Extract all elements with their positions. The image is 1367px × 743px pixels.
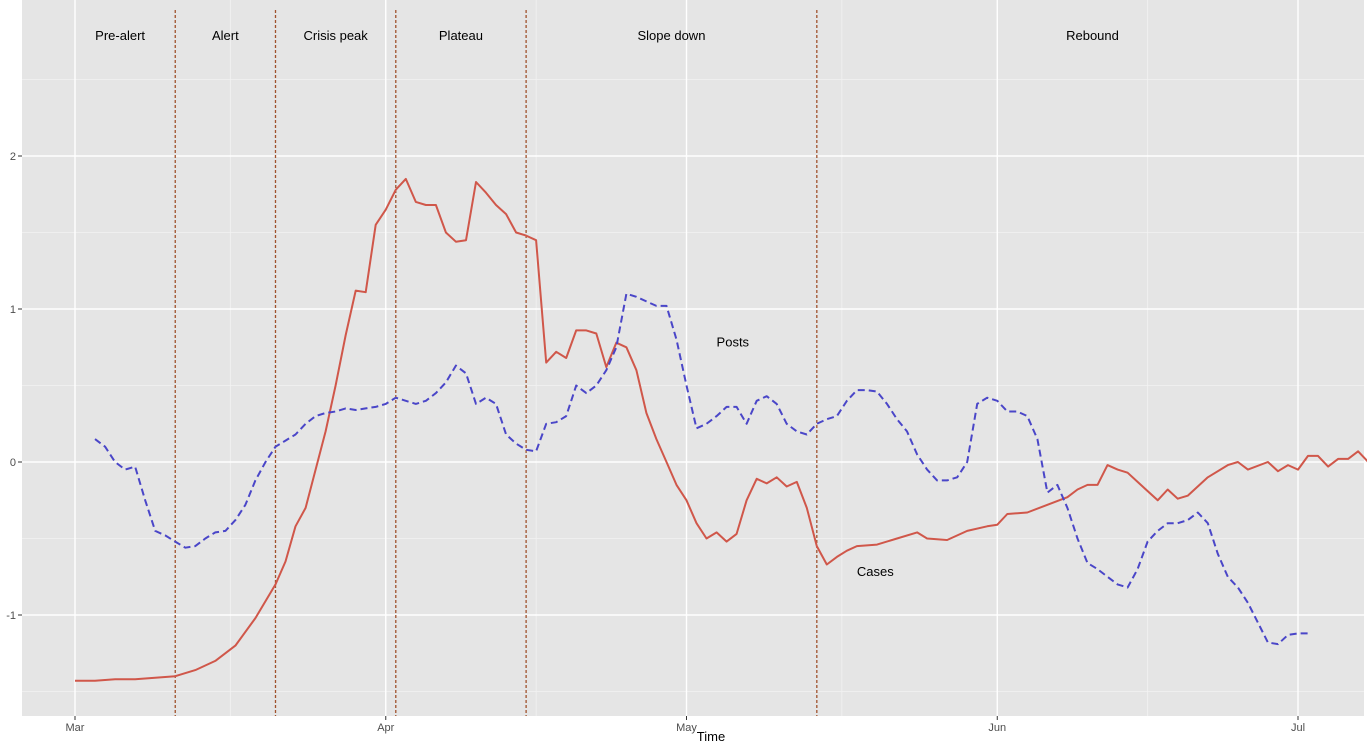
x-tick-label: Mar [66, 722, 85, 734]
phase-labels: Pre-alert Alert Crisis peak Plateau Slope do… [95, 28, 1119, 43]
phase-label: Pre-alert [95, 28, 145, 43]
y-tick-label: 2 [10, 151, 16, 163]
phase-label: Alert [212, 28, 239, 43]
x-tick-label: Jul [1291, 722, 1305, 734]
series-line-posts [94, 292, 1308, 646]
minor-gridlines [22, 0, 1364, 716]
phase-boundaries [174, 10, 818, 716]
x-tick-label: Jun [988, 722, 1006, 734]
x-tick-label: May [676, 722, 697, 734]
y-axis: -1 0 1 2 [6, 151, 22, 622]
x-axis: Mar Apr May Jun Jul [66, 716, 1305, 734]
phase-label: Crisis peak [303, 28, 368, 43]
series-label-cases: Cases [857, 564, 894, 579]
phase-label: Rebound [1066, 28, 1119, 43]
series-layer [75, 177, 1367, 682]
phase-label: Slope down [637, 28, 705, 43]
x-axis-title: Time [697, 729, 725, 743]
x-tick-label: Apr [377, 722, 394, 734]
major-gridlines [22, 0, 1364, 716]
y-tick-label: -1 [6, 610, 16, 622]
series-labels: Cases Posts [717, 335, 895, 579]
y-tick-label: 1 [10, 304, 16, 316]
plot-panel [22, 0, 1364, 716]
phase-label: Plateau [439, 28, 483, 43]
series-label-posts: Posts [717, 335, 750, 350]
y-tick-label: 0 [10, 457, 16, 469]
series-line-cases [75, 177, 1367, 682]
